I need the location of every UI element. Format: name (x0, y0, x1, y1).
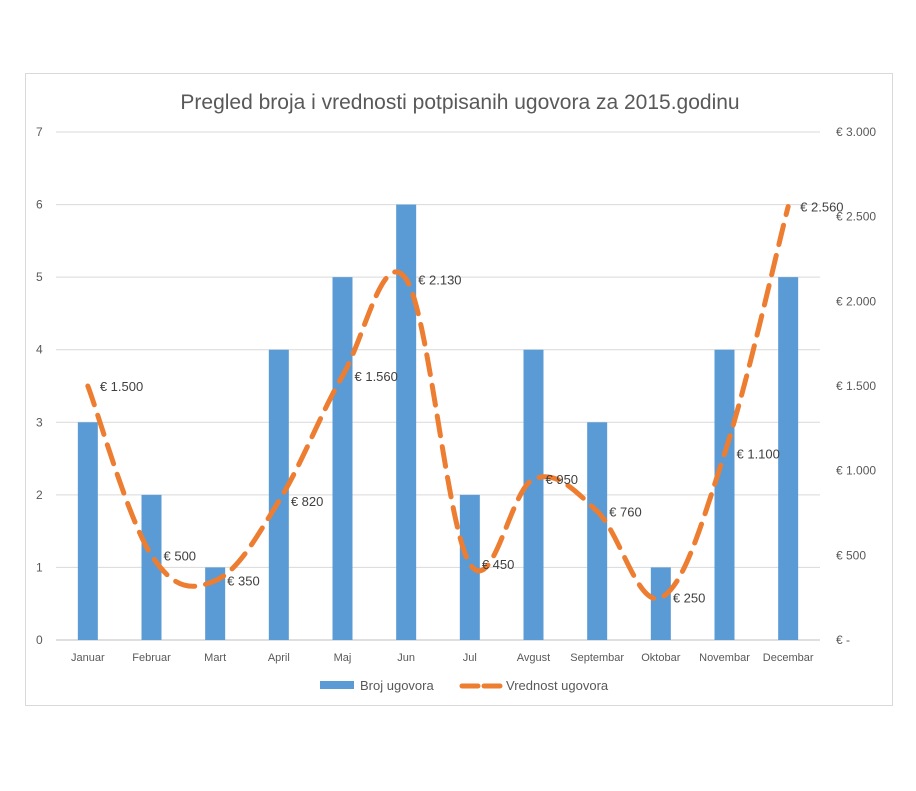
chart-svg: Pregled broja i vrednosti potpisanih ugo… (36, 91, 876, 693)
category-label: Decembar (763, 652, 814, 664)
line-data-label: € 1.560 (355, 369, 398, 384)
line-data-label: € 2.560 (800, 200, 843, 215)
left-tick-label: 7 (36, 125, 43, 139)
left-tick-label: 3 (36, 415, 43, 429)
line-data-label: € 1.500 (100, 379, 143, 394)
line-series (85, 204, 791, 602)
category-label: Septembar (570, 652, 624, 664)
bar-series (77, 204, 799, 641)
line-data-label: € 250 (673, 591, 706, 606)
series-line-vrednost (85, 204, 791, 602)
line-data-label: € 1.100 (737, 447, 780, 462)
right-tick-label: € 3.000 (836, 125, 876, 139)
legend-label-vrednost: Vrednost ugovora (506, 678, 609, 693)
left-tick-label: 5 (36, 270, 43, 284)
category-labels: Januar Februar Mart April Maj Jun Jul Avgust Sep… (71, 652, 814, 664)
chart-area: Pregled broja i vrednosti potpisanih ugo… (25, 73, 893, 706)
bar (778, 277, 799, 640)
legend-swatch-broj (320, 681, 354, 689)
line-data-label: € 2.130 (418, 272, 461, 287)
bar (650, 567, 671, 640)
bar (523, 349, 544, 640)
category-label: Mart (204, 652, 226, 664)
right-tick-label: € 2.500 (836, 210, 876, 224)
legend: Broj ugovora Vrednost ugovora (320, 678, 609, 693)
line-data-label: € 450 (482, 557, 515, 572)
left-axis-ticks: 0 1 2 3 4 5 6 7 (36, 125, 43, 647)
left-tick-label: 0 (36, 633, 43, 647)
gridlines (56, 131, 820, 641)
right-tick-label: € 500 (836, 548, 866, 562)
line-data-label: € 500 (164, 548, 197, 563)
category-label: Jul (463, 652, 477, 664)
category-label: Avgust (517, 652, 550, 664)
category-label: April (268, 652, 290, 664)
bar (205, 567, 226, 640)
left-tick-label: 4 (36, 343, 43, 357)
bar (396, 204, 417, 641)
line-data-label: € 760 (609, 504, 642, 519)
bar (332, 277, 353, 640)
right-axis-ticks: € - € 500 € 1.000 € 1.500 € 2.000 € 2.500 € 3.… (836, 125, 876, 647)
legend-label-broj: Broj ugovora (360, 678, 434, 693)
category-label: Jun (397, 652, 415, 664)
line-data-labels: € 1.500 € 500 € 350 € 820 € 1.560 € 2.130 € 45… (100, 200, 844, 606)
right-tick-label: € 2.000 (836, 294, 876, 308)
bar (141, 494, 162, 640)
right-tick-label: € - (836, 633, 850, 647)
category-label: Oktobar (641, 652, 680, 664)
category-label: Maj (334, 652, 352, 664)
bar (714, 349, 735, 640)
category-label: Februar (132, 652, 171, 664)
left-tick-label: 6 (36, 198, 43, 212)
category-label: Januar (71, 652, 105, 664)
left-tick-label: 1 (36, 560, 43, 574)
line-data-label: € 350 (227, 574, 260, 589)
right-tick-label: € 1.000 (836, 464, 876, 478)
bar (268, 349, 289, 640)
bar (587, 422, 608, 640)
right-tick-label: € 1.500 (836, 379, 876, 393)
bar (77, 422, 98, 640)
line-data-label: € 950 (546, 472, 579, 487)
left-tick-label: 2 (36, 488, 43, 502)
chart-title: Pregled broja i vrednosti potpisanih ugo… (180, 91, 739, 114)
category-label: Novembar (699, 652, 750, 664)
line-data-label: € 820 (291, 494, 324, 509)
